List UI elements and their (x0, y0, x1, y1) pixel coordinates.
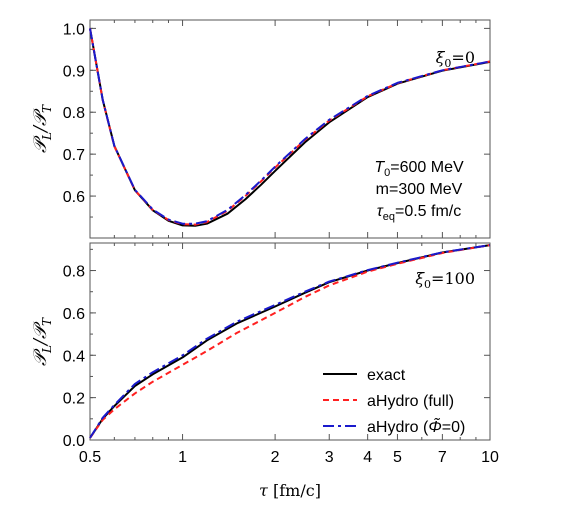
x-tick-label: 10 (481, 449, 499, 466)
bot-y-tick-label: 0.4 (63, 348, 85, 365)
legend-label-ahydro-phi: aHydro (Φ̃=0) (367, 416, 465, 436)
top-panel: 0.6 0.7 0.8 0.9 1.0 𝒫L/𝒫T ξ0=0 T0=600 MeV m=… (30, 19, 491, 239)
bot-series-ahydro-phi (89, 244, 491, 439)
x-tick-label: 1 (178, 449, 187, 466)
top-panel-frame (89, 19, 491, 239)
top-y-tick-label: 1.0 (63, 21, 85, 38)
bot-y-tick-label: 0.8 (63, 264, 85, 281)
legend-label-exact: exact (367, 367, 406, 384)
top-y-tick-label: 0.8 (63, 105, 85, 122)
legend-label-ahydro-full: aHydro (full) (367, 393, 454, 410)
x-tick-label: 5 (393, 449, 402, 466)
top-y-tick-label: 0.7 (63, 147, 85, 164)
top-y-tick-label: 0.9 (63, 63, 85, 80)
top-y-axis-label: 𝒫L/𝒫T (30, 104, 54, 153)
top-y-ticks: 0.6 0.7 0.8 0.9 1.0 (63, 21, 490, 218)
x-tick-label: 3 (325, 449, 334, 466)
x-tick-label: 4 (363, 449, 372, 466)
bottom-y-ticks: 0.0 0.2 0.4 0.6 0.8 (63, 248, 490, 450)
param-tau-eq: τeq=0.5 fm/c (377, 203, 461, 223)
bottom-x-ticks: 0.5 1 2 3 4 5 7 10 (79, 243, 499, 466)
param-mass: m=300 MeV (376, 181, 463, 198)
bottom-xi-annotation: ξ0=100 (415, 269, 475, 291)
bot-y-tick-label: 0.2 (63, 391, 85, 408)
bottom-panel: 0.5 1 2 3 4 5 7 10 0.0 0.2 0.4 0.6 0.8 𝒫L/𝒫T ξ0=100… (30, 242, 499, 500)
top-y-tick-label: 0.6 (63, 189, 85, 206)
x-tick-label: 2 (271, 449, 280, 466)
top-xi-annotation: ξ0=0 (436, 48, 475, 70)
bottom-curves (89, 244, 491, 439)
legend: exact aHydro (full) aHydro (Φ̃=0) (323, 367, 465, 436)
param-T0: T0=600 MeV (374, 159, 464, 179)
top-series-exact (89, 28, 491, 227)
bottom-panel-frame (89, 242, 491, 441)
bot-y-tick-label: 0.6 (63, 306, 85, 323)
bottom-y-axis-label: 𝒫L/𝒫T (30, 317, 54, 366)
bot-series-exact (89, 244, 491, 439)
x-tick-label: 7 (438, 449, 447, 466)
top-x-ticks (89, 20, 491, 238)
top-series-ahydro-phi (89, 28, 491, 225)
top-curves (89, 28, 491, 227)
bot-y-tick-label: 0.0 (63, 433, 85, 450)
x-axis-label: τ [fm/c] (259, 481, 321, 500)
bot-series-ahydro-full (89, 244, 491, 439)
x-tick-label: 0.5 (79, 449, 101, 466)
